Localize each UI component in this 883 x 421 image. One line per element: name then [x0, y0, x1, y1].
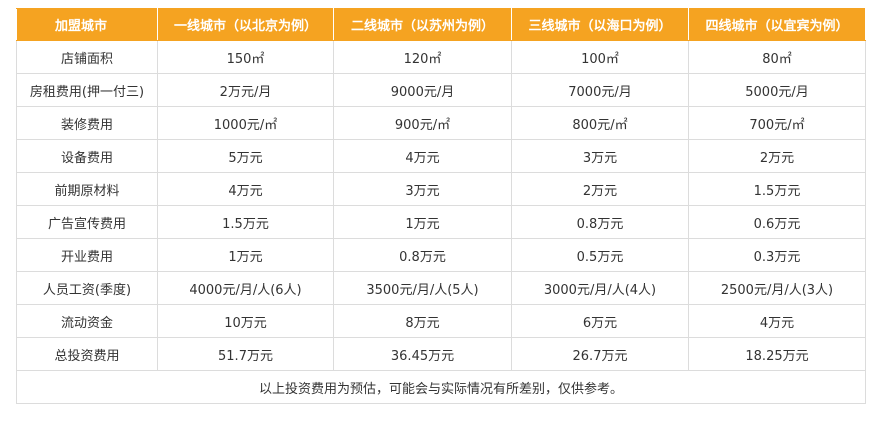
table-cell: 2500元/月/人(3人)	[688, 271, 866, 305]
table-cell: 3000元/月/人(4人)	[511, 271, 689, 305]
table-cell: 100㎡	[511, 40, 689, 74]
header-cell: 一线城市（以北京为例）	[157, 8, 334, 41]
note-row: 以上投资费用为预估，可能会与实际情况有所差别，仅供参考。	[16, 370, 866, 404]
table-row: 装修费用 1000元/㎡ 900元/㎡ 800元/㎡ 700元/㎡	[16, 106, 866, 140]
note-cell: 以上投资费用为预估，可能会与实际情况有所差别，仅供参考。	[16, 370, 866, 404]
row-label: 开业费用	[16, 238, 158, 272]
table-cell: 9000元/月	[333, 73, 512, 107]
table-cell: 900元/㎡	[333, 106, 512, 140]
table-cell: 120㎡	[333, 40, 512, 74]
table-cell: 3万元	[333, 172, 512, 206]
row-label: 总投资费用	[16, 337, 158, 371]
row-label: 房租费用(押一付三)	[16, 73, 158, 107]
table-cell: 7000元/月	[511, 73, 689, 107]
table-cell: 1万元	[333, 205, 512, 239]
header-cell: 二线城市（以苏州为例）	[333, 8, 512, 41]
row-label: 店铺面积	[16, 40, 158, 74]
table-cell: 36.45万元	[333, 337, 512, 371]
table-row: 流动资金 10万元 8万元 6万元 4万元	[16, 304, 866, 338]
table-cell: 800元/㎡	[511, 106, 689, 140]
table-row: 前期原材料 4万元 3万元 2万元 1.5万元	[16, 172, 866, 206]
table-row: 广告宣传费用 1.5万元 1万元 0.8万元 0.6万元	[16, 205, 866, 239]
table-cell: 51.7万元	[157, 337, 334, 371]
table-cell: 26.7万元	[511, 337, 689, 371]
table-cell: 1000元/㎡	[157, 106, 334, 140]
header-cell: 加盟城市	[16, 8, 158, 41]
table-cell: 4万元	[688, 304, 866, 338]
row-label: 设备费用	[16, 139, 158, 173]
table-cell: 2万元	[511, 172, 689, 206]
table-cell: 2万元/月	[157, 73, 334, 107]
table-cell: 4000元/月/人(6人)	[157, 271, 334, 305]
row-label: 装修费用	[16, 106, 158, 140]
header-cell: 三线城市（以海口为例）	[511, 8, 689, 41]
table-cell: 1.5万元	[688, 172, 866, 206]
table-row: 设备费用 5万元 4万元 3万元 2万元	[16, 139, 866, 173]
table-cell: 8万元	[333, 304, 512, 338]
table-cell: 18.25万元	[688, 337, 866, 371]
table-cell: 0.6万元	[688, 205, 866, 239]
table-container: 加盟城市 一线城市（以北京为例） 二线城市（以苏州为例） 三线城市（以海口为例） 四线城…	[16, 8, 866, 404]
header-cell: 四线城市（以宜宾为例）	[688, 8, 866, 41]
row-label: 广告宣传费用	[16, 205, 158, 239]
table-row: 店铺面积 150㎡ 120㎡ 100㎡ 80㎡	[16, 40, 866, 74]
table-cell: 4万元	[333, 139, 512, 173]
table-cell: 0.8万元	[511, 205, 689, 239]
table-cell: 5000元/月	[688, 73, 866, 107]
table-cell: 10万元	[157, 304, 334, 338]
table-cell: 150㎡	[157, 40, 334, 74]
table-cell: 1万元	[157, 238, 334, 272]
cost-table: 加盟城市 一线城市（以北京为例） 二线城市（以苏州为例） 三线城市（以海口为例） 四线城…	[16, 8, 866, 404]
table-cell: 80㎡	[688, 40, 866, 74]
table-row: 房租费用(押一付三) 2万元/月 9000元/月 7000元/月 5000元/月	[16, 73, 866, 107]
row-label: 人员工资(季度)	[16, 271, 158, 305]
table-cell: 0.5万元	[511, 238, 689, 272]
table-cell: 5万元	[157, 139, 334, 173]
table-cell: 0.3万元	[688, 238, 866, 272]
table-cell: 3万元	[511, 139, 689, 173]
header-row: 加盟城市 一线城市（以北京为例） 二线城市（以苏州为例） 三线城市（以海口为例） 四线城…	[16, 8, 866, 41]
table-cell: 2万元	[688, 139, 866, 173]
row-label: 前期原材料	[16, 172, 158, 206]
table-row: 人员工资(季度) 4000元/月/人(6人) 3500元/月/人(5人) 3000元/…	[16, 271, 866, 305]
table-cell: 4万元	[157, 172, 334, 206]
table-cell: 3500元/月/人(5人)	[333, 271, 512, 305]
table-cell: 700元/㎡	[688, 106, 866, 140]
table-cell: 1.5万元	[157, 205, 334, 239]
table-row: 总投资费用 51.7万元 36.45万元 26.7万元 18.25万元	[16, 337, 866, 371]
table-cell: 0.8万元	[333, 238, 512, 272]
table-row: 开业费用 1万元 0.8万元 0.5万元 0.3万元	[16, 238, 866, 272]
row-label: 流动资金	[16, 304, 158, 338]
table-cell: 6万元	[511, 304, 689, 338]
